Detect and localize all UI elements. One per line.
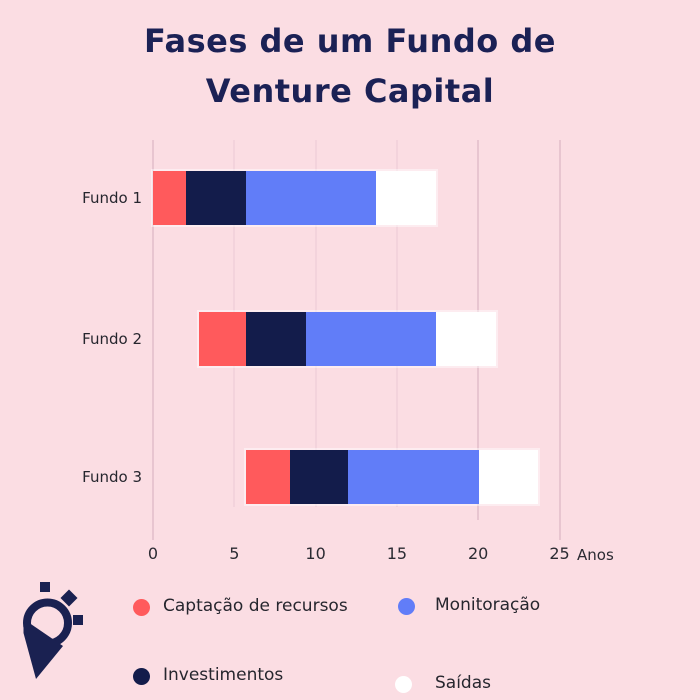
bar-segment-captacao-de-recursos (199, 311, 246, 366)
category-label-fundo-1: Fundo 1 (82, 189, 142, 207)
bar-segment-saidas (435, 311, 497, 366)
bar-segment-saidas (375, 171, 436, 225)
legend-label-1: Monitoração (435, 595, 541, 615)
stacked-bar-fundo-3 (245, 450, 539, 504)
stacked-bar-fundo-1 (153, 171, 436, 225)
logo-sparkle-diamond (60, 589, 78, 607)
p-speech-bubble-with-sparkles-logo (23, 582, 83, 679)
logo-tail (23, 619, 63, 679)
x-tick-label-20: 20 (468, 544, 489, 563)
legend-dot-3 (394, 675, 412, 693)
page-title-line-2: Venture Capital (205, 72, 495, 110)
bar-segment-monitoracao (348, 450, 479, 504)
x-tick-label-0: 0 (147, 544, 159, 563)
bar-segment-saidas (478, 450, 539, 504)
logo-sparkle-square-top (40, 582, 50, 592)
legend-dot-0 (132, 598, 150, 616)
bar-segment-monitoracao (305, 311, 436, 366)
legend-label-3: Saídas (435, 673, 491, 693)
legend-label-2: Investimentos (163, 665, 284, 685)
x-tick-label-10: 10 (305, 544, 326, 563)
bar-segment-captacao-de-recursos (153, 171, 187, 225)
legend-dot-2 (132, 667, 150, 685)
bar-segment-captacao-de-recursos (245, 450, 291, 504)
stacked-bar-fundo-2 (199, 311, 497, 366)
x-tick-label-25: 25 (549, 544, 570, 563)
bar-segment-investimentos (290, 450, 349, 504)
bar-segment-monitoracao (245, 171, 376, 225)
gridline-0 (152, 140, 154, 540)
x-axis-unit-label: Anos (577, 546, 614, 564)
legend-label-0: Captação de recursos (163, 596, 348, 616)
logo-sparkle-square-right (73, 615, 83, 625)
page-title: Fases de um Fundo de Venture Capital (0, 16, 700, 116)
x-tick-label-15: 15 (386, 544, 408, 563)
bar-segment-investimentos (245, 311, 306, 366)
bar-segment-investimentos (186, 171, 246, 225)
legend-dot-1 (397, 597, 415, 615)
category-label-fundo-3: Fundo 3 (82, 468, 142, 486)
gridline-25 (558, 140, 561, 540)
x-tick-label-5: 5 (229, 544, 240, 563)
category-label-fundo-2: Fundo 2 (82, 329, 142, 348)
page-title-line-1: Fases de um Fundo de (144, 22, 556, 60)
